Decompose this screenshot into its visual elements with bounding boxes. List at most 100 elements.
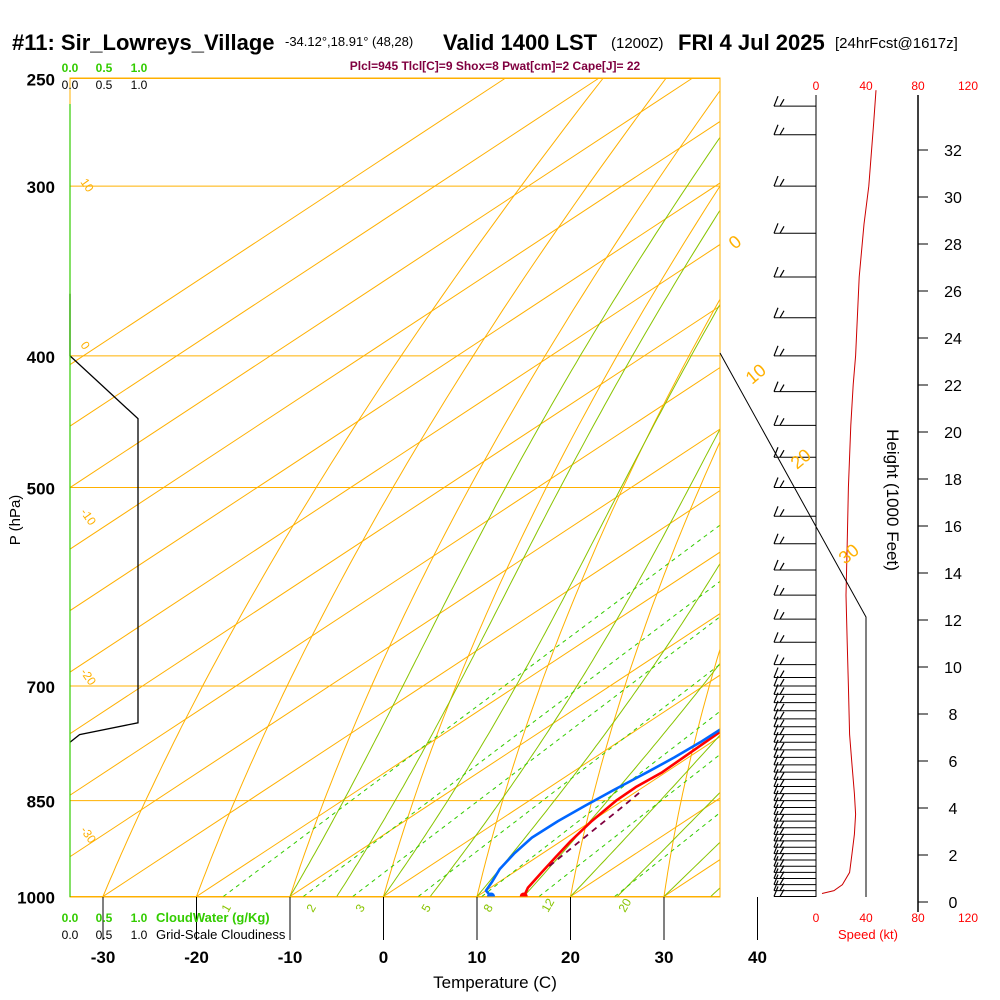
wind-barb bbox=[773, 769, 816, 780]
pressure-tick-label: 500 bbox=[27, 480, 55, 499]
x-axis-label: Temperature (C) bbox=[433, 973, 557, 992]
wind-barb bbox=[773, 880, 816, 892]
isotherm bbox=[70, 428, 720, 858]
isotherm bbox=[196, 551, 720, 897]
cloudwater-top-tick: 0.0 bbox=[62, 61, 79, 75]
wind-barb bbox=[773, 817, 816, 829]
wind-barb bbox=[773, 223, 816, 234]
wind-barb bbox=[773, 824, 816, 835]
isotherm bbox=[383, 674, 720, 897]
wind-barb bbox=[773, 849, 816, 861]
wind-barb bbox=[773, 862, 816, 873]
pressure-tick-label: 300 bbox=[27, 178, 55, 197]
wind-barb bbox=[773, 95, 816, 107]
height-tick-label: 24 bbox=[944, 331, 962, 348]
wind-barb bbox=[773, 856, 816, 867]
moist-adiabat bbox=[523, 662, 720, 897]
valid-date: FRI 4 Jul 2025 bbox=[678, 30, 825, 55]
wind-barb bbox=[773, 783, 816, 795]
pressure-tick-label: 400 bbox=[27, 348, 55, 367]
x-tick-label: 10 bbox=[468, 948, 487, 967]
height-tick-label: 0 bbox=[949, 895, 958, 912]
cloudiness-label: Grid-Scale Cloudiness bbox=[156, 927, 286, 942]
cloudwater-top-tick: 1.0 bbox=[131, 61, 148, 75]
data-series bbox=[484, 728, 720, 897]
mixing-ratio-label: 12 bbox=[538, 896, 557, 915]
mixing-ratio-label: 20 bbox=[615, 896, 634, 915]
station-title: #11: Sir_Lowreys_Village bbox=[12, 30, 275, 55]
series-temperature bbox=[522, 730, 720, 897]
isotherm bbox=[70, 78, 599, 427]
wind-barb bbox=[773, 776, 816, 788]
wind-barb bbox=[773, 837, 816, 848]
wind-barb bbox=[773, 830, 816, 842]
isotherm bbox=[70, 120, 720, 550]
height-tick-label: 6 bbox=[949, 754, 958, 771]
wind-barb bbox=[773, 415, 816, 426]
wind-barb bbox=[773, 632, 816, 643]
wind-barb bbox=[773, 747, 816, 758]
moist-adiabat bbox=[476, 562, 720, 897]
height-tick-label: 32 bbox=[944, 143, 962, 160]
series-dewpoint bbox=[484, 728, 720, 897]
wind-barb bbox=[773, 447, 816, 458]
height-profile bbox=[821, 90, 877, 894]
cloudwater-bottom-tick: 1.0 bbox=[131, 911, 148, 925]
height-tick-label: 20 bbox=[944, 425, 962, 442]
height-tick-label: 14 bbox=[944, 566, 962, 583]
mixing-ratio-label: 8 bbox=[480, 901, 496, 914]
speed-bottom-tick: 120 bbox=[958, 911, 978, 925]
wind-barb bbox=[773, 559, 816, 571]
adiabat-label: 20 bbox=[787, 445, 815, 473]
wind-barb bbox=[773, 797, 816, 809]
y-axis-label: P (hPa) bbox=[7, 495, 24, 546]
wind-barb bbox=[773, 843, 816, 855]
cloudiness-top-tick: 0.5 bbox=[96, 78, 113, 92]
wind-barb bbox=[773, 654, 816, 666]
height-profile-line bbox=[821, 90, 877, 894]
mixing-ratio-line bbox=[481, 710, 720, 897]
dry-adiabat bbox=[476, 298, 720, 897]
dry-adiabat bbox=[289, 89, 720, 897]
isotherm bbox=[70, 305, 720, 735]
mixing-ratio-label: 5 bbox=[418, 901, 434, 914]
cloudwater-bottom-tick: 0.0 bbox=[62, 911, 79, 925]
wind-panel-boundary bbox=[719, 352, 867, 897]
height-tick-label: 16 bbox=[944, 519, 962, 536]
cloudiness-top-tick: 0.0 bbox=[62, 78, 79, 92]
isotherm bbox=[70, 243, 720, 673]
wind-barb bbox=[773, 739, 816, 751]
wind-barb bbox=[773, 810, 816, 822]
height-tick-label: 4 bbox=[949, 801, 958, 818]
speed-axis-label: Speed (kt) bbox=[838, 927, 898, 942]
wind-barb bbox=[773, 732, 816, 743]
height-tick-label: 30 bbox=[944, 190, 962, 207]
speed-top-tick: 0 bbox=[813, 79, 820, 93]
adiabat-label: 10 bbox=[742, 360, 770, 388]
surface-temperature-marker bbox=[519, 892, 528, 897]
wind-barb bbox=[773, 584, 816, 596]
wind-barb bbox=[773, 761, 816, 773]
x-tick-label: -30 bbox=[91, 948, 116, 967]
height-tick-label: 28 bbox=[944, 237, 962, 254]
height-tick-label: 10 bbox=[944, 660, 962, 677]
moist-adiabat bbox=[616, 791, 720, 897]
surface-dewpoint-marker bbox=[487, 892, 496, 897]
pressure-tick-label: 700 bbox=[27, 678, 55, 697]
cloudwater-label: CloudWater (g/Kg) bbox=[156, 910, 270, 925]
speed-bottom-tick: 80 bbox=[911, 911, 925, 925]
height-tick-label: 26 bbox=[944, 284, 962, 301]
mixing-ratio-label: 3 bbox=[352, 901, 368, 914]
height-tick-label: 8 bbox=[949, 707, 958, 724]
moist-adiabat bbox=[383, 303, 720, 897]
isotherm-label: -20 bbox=[78, 666, 100, 689]
isotherm-label: -30 bbox=[78, 824, 100, 847]
x-tick-label: 40 bbox=[748, 948, 767, 967]
wind-barb bbox=[773, 533, 816, 545]
cloudiness-bottom-tick: 0.5 bbox=[96, 928, 113, 942]
speed-top-tick: 40 bbox=[859, 79, 873, 93]
wind-barb bbox=[773, 307, 816, 319]
wind-barb bbox=[773, 804, 816, 815]
moist-adiabat bbox=[336, 209, 720, 897]
cloudwater-bottom-tick: 0.5 bbox=[96, 911, 113, 925]
